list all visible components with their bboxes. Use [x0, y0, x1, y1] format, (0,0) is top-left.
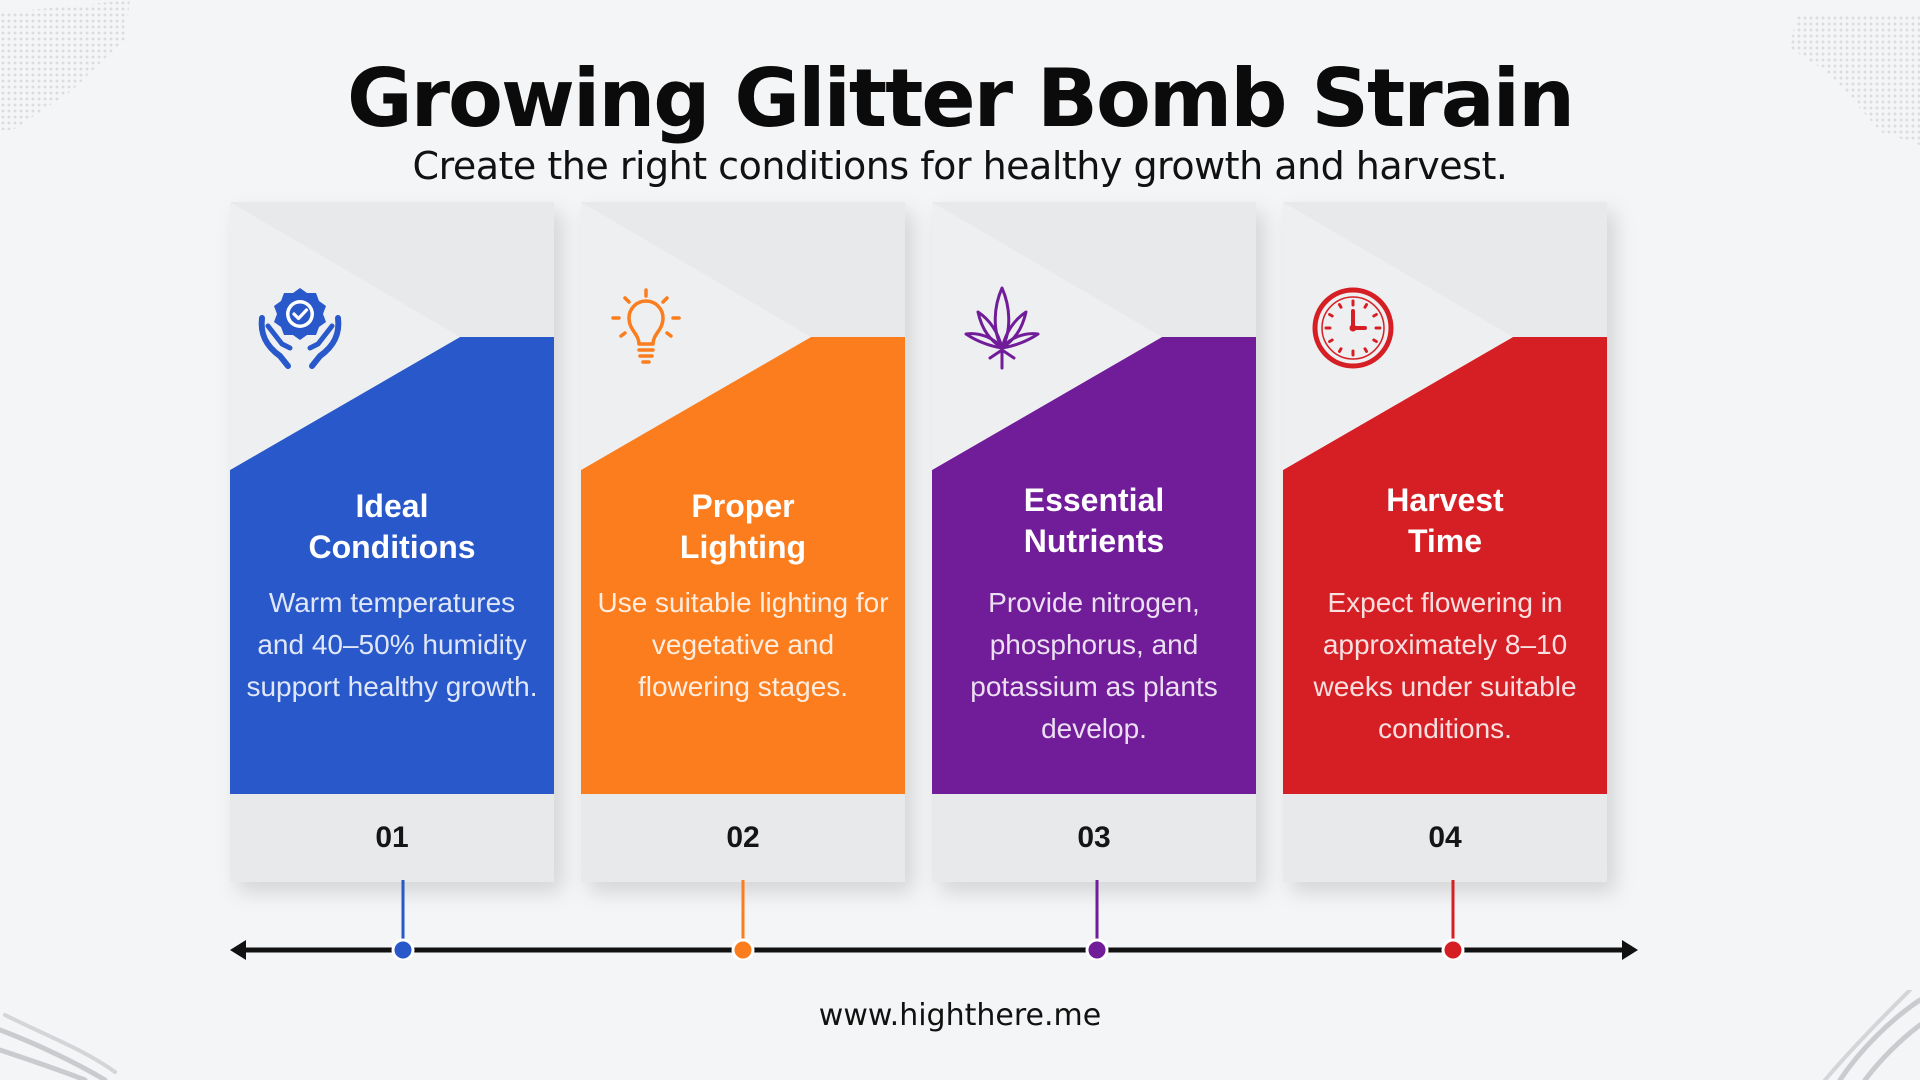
- step-description: Expect flowering in approximately 8–10 w…: [1313, 587, 1577, 744]
- timeline-arrow-left: [230, 940, 246, 960]
- page-subtitle: Create the right conditions for healthy …: [412, 144, 1508, 188]
- step-card-2: Proper Lighting Use suitable lighting fo…: [581, 202, 905, 882]
- step-card-1: Ideal Conditions Warm temperatures and 4…: [230, 202, 554, 882]
- timeline: [230, 880, 1638, 960]
- step-description: Provide nitrogen, phosphorus, and potass…: [970, 587, 1218, 744]
- step-number: 01: [375, 821, 409, 854]
- step-title: Harvest Time: [1386, 482, 1504, 559]
- hands-badge-check-icon: [258, 288, 342, 369]
- step-title: Essential Nutrients: [1023, 482, 1165, 559]
- timeline-dot-2: [731, 938, 755, 960]
- cannabis-leaf-icon: [964, 286, 1040, 370]
- clock-icon: [1312, 287, 1394, 369]
- card-accent-panel: [581, 337, 905, 794]
- step-description: Warm temperatures and 40–50% humidity su…: [246, 587, 538, 702]
- timeline-dot-4: [1441, 938, 1465, 960]
- card-accent-panel: [230, 337, 554, 794]
- footer-url[interactable]: www.highthere.me: [818, 998, 1102, 1033]
- step-card-3: Essential Nutrients Provide nitrogen, ph…: [932, 202, 1256, 882]
- card-shape: [230, 202, 554, 882]
- scribble-decoration-left: [0, 1013, 117, 1080]
- card-shape: [932, 202, 1256, 882]
- timeline-dot-3: [1085, 938, 1109, 960]
- timeline-arrow-right: [1622, 940, 1638, 960]
- step-title: Proper Lighting: [679, 488, 807, 565]
- step-number: 02: [726, 821, 760, 854]
- step-number: 04: [1428, 821, 1462, 854]
- page-title: Growing Glitter Bomb Strain: [346, 52, 1575, 145]
- step-number: 03: [1077, 821, 1111, 854]
- card-accent-panel: [932, 337, 1256, 794]
- step-card-4: Harvest Time Expect flowering in approxi…: [1283, 202, 1607, 882]
- scribble-decoration-right: [1823, 990, 1920, 1080]
- card-shape: [581, 202, 905, 882]
- timeline-dot-1: [391, 938, 415, 960]
- card-accent-panel: [1283, 337, 1607, 794]
- lightbulb-icon: [611, 288, 681, 364]
- step-description: Use suitable lighting for vegetative and…: [597, 587, 889, 702]
- card-shape: [1283, 202, 1607, 882]
- step-title: Ideal Conditions: [308, 488, 476, 565]
